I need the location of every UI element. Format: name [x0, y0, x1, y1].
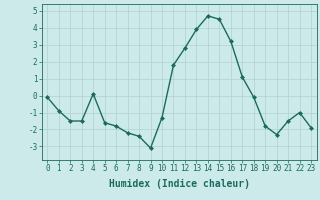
X-axis label: Humidex (Indice chaleur): Humidex (Indice chaleur): [109, 179, 250, 189]
